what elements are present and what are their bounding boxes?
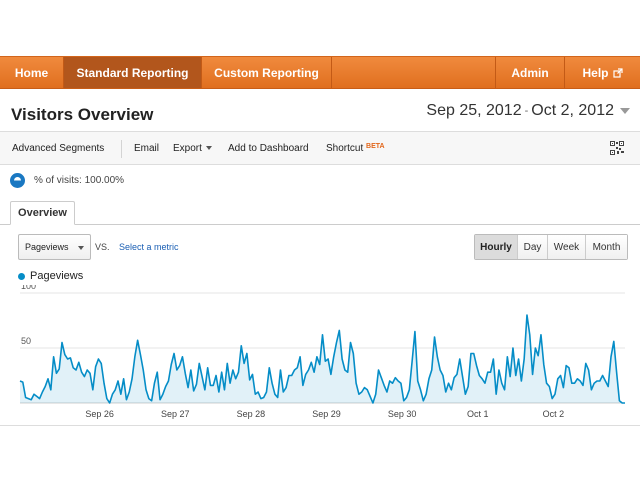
report-toolbar: Advanced Segments Email Export Add to Da…: [0, 131, 640, 165]
shortcut-button[interactable]: Shortcut BETA: [326, 143, 385, 154]
x-tick-label: Sep 26: [85, 409, 114, 419]
x-tick-label: Sep 30: [388, 409, 417, 419]
series-line: [19, 314, 625, 404]
y-tick-label: 50: [21, 336, 31, 346]
toolbar-divider: [121, 140, 122, 158]
tab-bar-line: [0, 224, 640, 225]
granularity-month-button[interactable]: Month: [586, 235, 627, 259]
chart-legend: Pageviews: [18, 270, 83, 282]
x-tick-label: Sep 27: [161, 409, 190, 419]
granularity-toggle: Hourly Day Week Month: [474, 234, 628, 260]
vs-label: VS.: [95, 242, 110, 252]
nav-custom-reporting[interactable]: Custom Reporting: [202, 57, 332, 88]
granularity-week-button[interactable]: Week: [548, 235, 586, 259]
metric-select[interactable]: Pageviews: [18, 234, 91, 260]
nav-help[interactable]: Help: [565, 57, 640, 88]
date-range-picker[interactable]: Sep 25, 2012 - Oct 2, 2012: [426, 102, 630, 120]
select-metric-link[interactable]: Select a metric: [119, 242, 179, 252]
nav-home[interactable]: Home: [0, 57, 64, 88]
beta-badge: BETA: [366, 143, 385, 150]
qr-code-icon[interactable]: [610, 141, 624, 155]
add-to-dashboard-button[interactable]: Add to Dashboard: [228, 143, 309, 154]
external-link-icon: [612, 67, 623, 78]
chevron-down-icon: [205, 146, 212, 151]
nav-admin[interactable]: Admin: [496, 57, 565, 88]
chevron-down-icon: [620, 108, 630, 114]
page-title: Visitors Overview: [11, 105, 154, 124]
segment-label: % of visits: 100.00%: [34, 175, 125, 186]
shortcut-label: Shortcut: [326, 143, 364, 154]
chevron-down-icon: [78, 246, 84, 250]
nav-standard-reporting[interactable]: Standard Reporting: [64, 57, 202, 88]
date-start: Sep 25, 2012: [426, 102, 522, 119]
pie-chart-icon: [10, 173, 25, 188]
advanced-segments-button[interactable]: Advanced Segments: [12, 143, 105, 154]
chart-bottom-divider: [0, 425, 640, 426]
pageviews-chart[interactable]: 100 50 Sep 26 Sep 27 Sep 28 Sep 29 Sep 30 Oct 1…: [0, 285, 640, 420]
nav-spacer: [332, 57, 496, 88]
granularity-day-button[interactable]: Day: [518, 235, 548, 259]
legend-label: Pageviews: [30, 270, 84, 282]
series-area: [20, 315, 625, 403]
top-nav: Home Standard Reporting Custom Reporting…: [0, 56, 640, 89]
granularity-hourly-button[interactable]: Hourly: [475, 235, 518, 259]
export-button[interactable]: Export: [173, 143, 212, 154]
x-tick-label: Oct 2: [543, 409, 565, 419]
x-tick-label: Sep 29: [312, 409, 341, 419]
nav-help-label: Help: [582, 65, 609, 80]
x-tick-label: Oct 1: [467, 409, 489, 419]
x-tick-label: Sep 28: [237, 409, 266, 419]
date-separator: -: [524, 105, 529, 117]
date-end: Oct 2, 2012: [531, 102, 614, 119]
export-label: Export: [173, 143, 202, 154]
segment-summary: % of visits: 100.00%: [10, 173, 124, 188]
email-button[interactable]: Email: [134, 143, 160, 154]
y-tick-label: 100: [21, 285, 36, 291]
legend-dot: [18, 272, 25, 280]
metric-select-value: Pageviews: [25, 242, 69, 252]
tab-overview[interactable]: Overview: [10, 201, 75, 225]
